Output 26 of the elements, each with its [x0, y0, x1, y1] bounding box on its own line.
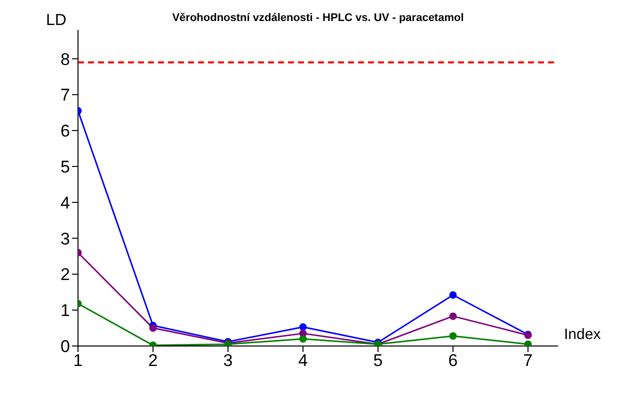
- y-tick-label: 6: [60, 122, 70, 141]
- point: [449, 312, 457, 320]
- y-tick-label: 8: [60, 50, 70, 69]
- x-tick-label: 5: [373, 351, 383, 370]
- y-tick-label: 0: [60, 337, 70, 356]
- y-tick-label: 4: [60, 193, 70, 212]
- point: [449, 291, 457, 299]
- point: [299, 323, 307, 331]
- y-tick-label: 1: [60, 301, 70, 320]
- x-tick-label: 4: [298, 351, 308, 370]
- y-axis-title: LD: [46, 12, 66, 30]
- y-tick-label: 5: [60, 157, 70, 176]
- y-tick-label: 2: [60, 265, 70, 284]
- x-tick-label: 6: [448, 351, 458, 370]
- x-tick-label: 1: [73, 351, 83, 370]
- chart-title: Věrohodnostní vzdálenosti - HPLC vs. UV - paracetamol: [172, 12, 464, 24]
- x-tick-label: 7: [523, 351, 533, 370]
- point: [449, 332, 457, 340]
- point: [149, 324, 157, 332]
- point: [524, 340, 532, 346]
- x-tick-label: 2: [148, 351, 158, 370]
- x-axis-title: Index: [564, 326, 601, 343]
- y-tick-label: 7: [60, 86, 70, 105]
- point: [299, 335, 307, 343]
- x-tick-label: 3: [223, 351, 233, 370]
- y-tick-label: 3: [60, 229, 70, 248]
